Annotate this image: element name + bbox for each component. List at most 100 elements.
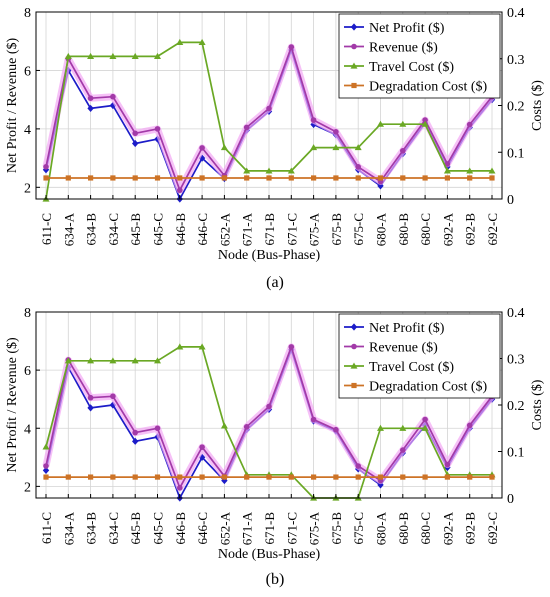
- data-point: [109, 101, 117, 110]
- x-tick-label: 645-C: [151, 213, 166, 246]
- x-tick-label: 646-C: [195, 512, 210, 545]
- legend: Net Profit ($) Revenue ($) Travel Cost ($)…: [338, 313, 501, 399]
- x-tick-label: 634-C: [106, 512, 121, 545]
- y-tick-label-left: 2: [24, 480, 31, 495]
- data-point: [87, 357, 95, 364]
- x-tick-label: 671-A: [240, 511, 255, 545]
- series-degradation-cost: [43, 474, 495, 480]
- data-point: [109, 357, 117, 364]
- y-axis-label-right: Costs ($): [530, 80, 545, 131]
- x-tick-label: 652-A: [217, 511, 232, 545]
- data-point: [220, 144, 228, 151]
- legend-label: Degradation Cost ($): [369, 80, 488, 95]
- x-tick-label: 645-B: [128, 512, 143, 545]
- x-tick-label: 692-C: [485, 213, 500, 246]
- chart-panel-a: 2 4 6 8 0 0.1 0.2 0.3 0.4 611-C 634-A 634-B 634-C 645…: [5, 6, 545, 291]
- data-point: [444, 461, 451, 468]
- data-point: [132, 175, 138, 181]
- data-point: [266, 175, 272, 181]
- legend-label: Revenue ($): [369, 41, 438, 56]
- data-point: [266, 105, 272, 112]
- data-point: [400, 175, 406, 181]
- data-point: [131, 357, 139, 364]
- data-point: [87, 104, 94, 113]
- data-point: [154, 175, 161, 181]
- x-tick-label: 646-B: [173, 213, 188, 246]
- data-point: [421, 424, 429, 431]
- data-point: [88, 175, 94, 181]
- x-tick-label: 675-A: [307, 212, 322, 246]
- data-point: [42, 443, 50, 450]
- data-point: [422, 117, 428, 123]
- x-tick-label: 634-B: [84, 512, 99, 545]
- x-tick-label: 652-A: [217, 212, 232, 246]
- data-point: [177, 187, 183, 194]
- data-point: [399, 424, 407, 431]
- y-tick-label-left: 8: [24, 6, 31, 21]
- data-point: [422, 474, 428, 480]
- data-point: [221, 474, 227, 480]
- data-point: [422, 416, 428, 423]
- x-tick-label: 671-C: [284, 213, 299, 246]
- y-tick-label-right: 0.4: [507, 306, 525, 321]
- data-point: [65, 175, 71, 181]
- y-tick-label-left: 8: [24, 306, 31, 321]
- data-point: [132, 139, 139, 148]
- data-point: [466, 422, 473, 429]
- legend-label: Travel Cost ($): [369, 360, 454, 375]
- data-point: [244, 175, 250, 181]
- x-tick-label: 692-B: [463, 213, 478, 246]
- data-point: [198, 343, 206, 350]
- data-point: [199, 175, 205, 181]
- data-point: [311, 474, 317, 480]
- data-point: [355, 164, 362, 170]
- x-tick-label: 611-C: [39, 213, 54, 245]
- x-tick-label: 680-A: [374, 511, 389, 545]
- data-point: [132, 130, 138, 137]
- data-point: [310, 117, 317, 123]
- data-point: [132, 429, 138, 436]
- data-point: [110, 474, 116, 480]
- data-point: [87, 394, 94, 401]
- x-tick-label: 692-A: [440, 212, 455, 246]
- data-point: [243, 124, 250, 131]
- data-point: [466, 167, 474, 174]
- legend-label: Travel Cost ($): [369, 60, 454, 75]
- data-point: [399, 120, 407, 127]
- data-point: [333, 474, 339, 480]
- data-point: [199, 474, 205, 480]
- x-tick-label: 675-C: [351, 512, 366, 545]
- data-point: [110, 175, 116, 181]
- y-axis-label-right: Costs ($): [530, 379, 545, 430]
- x-tick-label: 611-C: [39, 512, 54, 544]
- data-point: [489, 175, 495, 181]
- data-point: [288, 474, 294, 480]
- y-tick-label-left: 2: [24, 181, 31, 196]
- data-point: [177, 474, 183, 480]
- data-point: [65, 474, 71, 480]
- data-point: [176, 38, 184, 45]
- data-point: [154, 357, 161, 364]
- data-point: [64, 52, 72, 60]
- legend-swatch-marker: [350, 362, 358, 369]
- data-point: [333, 128, 339, 135]
- data-point: [333, 426, 339, 433]
- x-tick-label: 680-B: [396, 512, 411, 545]
- legend-swatch-marker: [350, 323, 358, 331]
- x-tick-label: 646-C: [195, 213, 210, 246]
- legend-swatch-marker: [351, 382, 357, 389]
- y-tick-label-right: 0: [507, 492, 514, 507]
- legend-box: [338, 13, 501, 99]
- x-tick-label: 645-B: [128, 213, 143, 246]
- x-tick-label: 675-C: [351, 213, 366, 246]
- data-point: [400, 147, 406, 154]
- x-tick-label: 675-B: [329, 512, 344, 545]
- x-tick-label: 671-C: [284, 512, 299, 545]
- data-point: [467, 474, 473, 480]
- data-point: [132, 437, 139, 445]
- data-point: [287, 167, 295, 174]
- data-point: [43, 463, 49, 469]
- data-point: [488, 167, 496, 174]
- y-tick-label-right: 0.1: [507, 446, 525, 461]
